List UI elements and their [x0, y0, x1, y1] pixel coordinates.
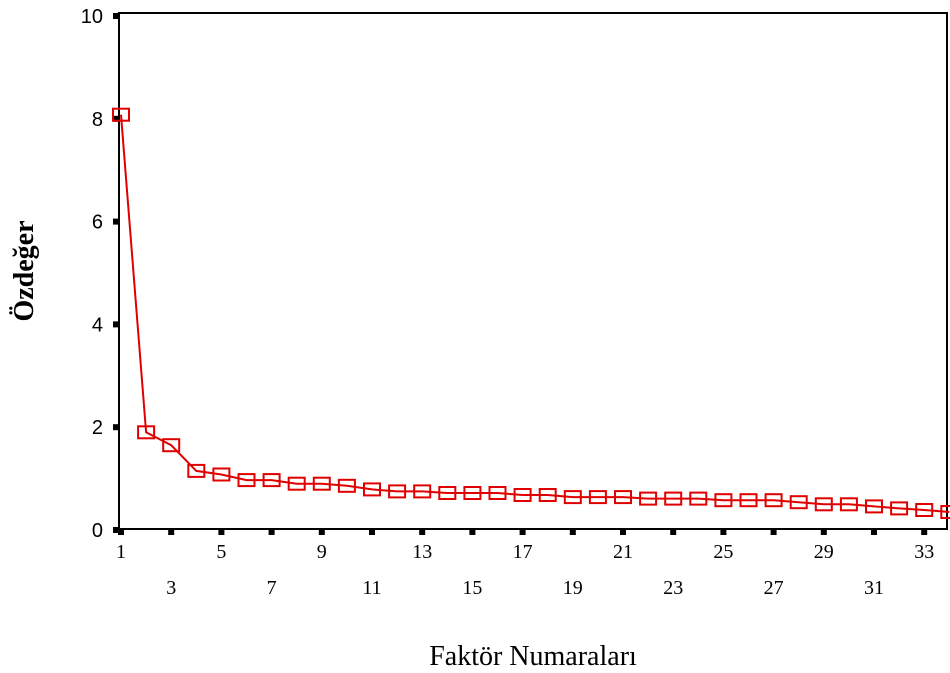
x-tick-label: 3 [166, 577, 176, 599]
data-point [312, 476, 331, 491]
data-point [538, 488, 557, 502]
data-point [915, 503, 934, 517]
series-line [120, 114, 950, 513]
data-point [614, 490, 632, 505]
x-tick-label: 27 [764, 577, 784, 599]
data-point [789, 495, 808, 510]
x-tick-label: 19 [563, 577, 583, 599]
x-tick-label: 5 [216, 541, 226, 563]
data-point [814, 497, 833, 512]
data-point [187, 463, 206, 478]
x-tick-label: 25 [713, 541, 733, 563]
y-tick-mark [113, 321, 120, 328]
data-point [438, 486, 457, 500]
data-point [363, 482, 381, 497]
y-tick-label: 10 [81, 6, 103, 28]
data-point [262, 473, 281, 488]
y-tick-mark [113, 115, 120, 122]
data-point [337, 478, 356, 493]
y-axis: 0 2 4 6 8 10 [81, 6, 120, 542]
data-point [689, 491, 708, 506]
data-point [463, 486, 482, 500]
data-point [739, 493, 758, 508]
data-point [212, 467, 231, 482]
x-axis: 1 5 9 13 17 21 25 29 333 7 11 15 19 23 27 31 [116, 528, 934, 599]
data-point [890, 501, 909, 516]
x-tick-label: 1 [116, 541, 126, 563]
y-tick-label: 0 [92, 520, 103, 542]
data-point [513, 488, 532, 502]
y-tick-mark [113, 527, 120, 533]
x-tick-mark [369, 528, 375, 535]
data-point [664, 491, 683, 506]
data-point [940, 505, 950, 519]
x-tick-label: 31 [864, 577, 884, 599]
data-point [839, 497, 858, 512]
data-point [237, 473, 256, 488]
data-point [588, 490, 607, 505]
x-tick-mark [168, 528, 175, 535]
data-point [413, 484, 432, 499]
data-point [563, 490, 582, 505]
y-tick-label: 2 [92, 417, 103, 439]
x-tick-mark [770, 528, 777, 535]
x-tick-mark [469, 528, 476, 535]
x-tick-mark [670, 528, 677, 535]
data-point [714, 493, 733, 508]
x-tick-mark [720, 528, 727, 535]
x-tick-label: 33 [914, 541, 934, 563]
data-point [488, 486, 507, 500]
plot-frame [118, 12, 948, 530]
y-tick-label: 6 [92, 212, 103, 234]
y-tick-label: 4 [92, 314, 103, 336]
data-point [639, 491, 658, 506]
x-tick-label: 15 [462, 577, 482, 599]
y-tick-mark [113, 424, 120, 431]
series-group [112, 107, 950, 519]
x-tick-label: 23 [663, 577, 683, 599]
x-tick-mark [118, 528, 124, 535]
y-axis-title: Özdeğer [9, 220, 40, 321]
x-tick-mark [620, 528, 626, 535]
x-tick-mark [820, 528, 827, 535]
x-tick-label: 9 [317, 541, 327, 563]
x-tick-mark [268, 528, 275, 535]
x-tick-mark [871, 528, 877, 535]
data-point [287, 476, 306, 491]
data-point [865, 499, 883, 514]
y-tick-label: 8 [92, 109, 103, 131]
x-tick-label: 21 [613, 541, 633, 563]
x-tick-mark [519, 528, 526, 535]
x-tick-label: 13 [412, 541, 432, 563]
x-tick-mark [218, 528, 225, 535]
x-tick-label: 11 [362, 577, 381, 599]
x-tick-mark [921, 528, 928, 535]
x-axis-title: Faktör Numaraları [429, 641, 637, 672]
x-tick-label: 29 [814, 541, 834, 563]
data-point [162, 438, 181, 453]
x-tick-mark [419, 528, 426, 535]
x-tick-mark [318, 528, 325, 535]
x-tick-label: 17 [513, 541, 533, 563]
x-tick-label: 7 [267, 577, 277, 599]
y-tick-mark [113, 13, 120, 19]
data-point [137, 425, 156, 440]
y-tick-mark [113, 218, 120, 225]
x-tick-mark [569, 528, 576, 535]
data-point [388, 484, 407, 499]
data-point [764, 493, 783, 508]
data-point [112, 107, 130, 122]
